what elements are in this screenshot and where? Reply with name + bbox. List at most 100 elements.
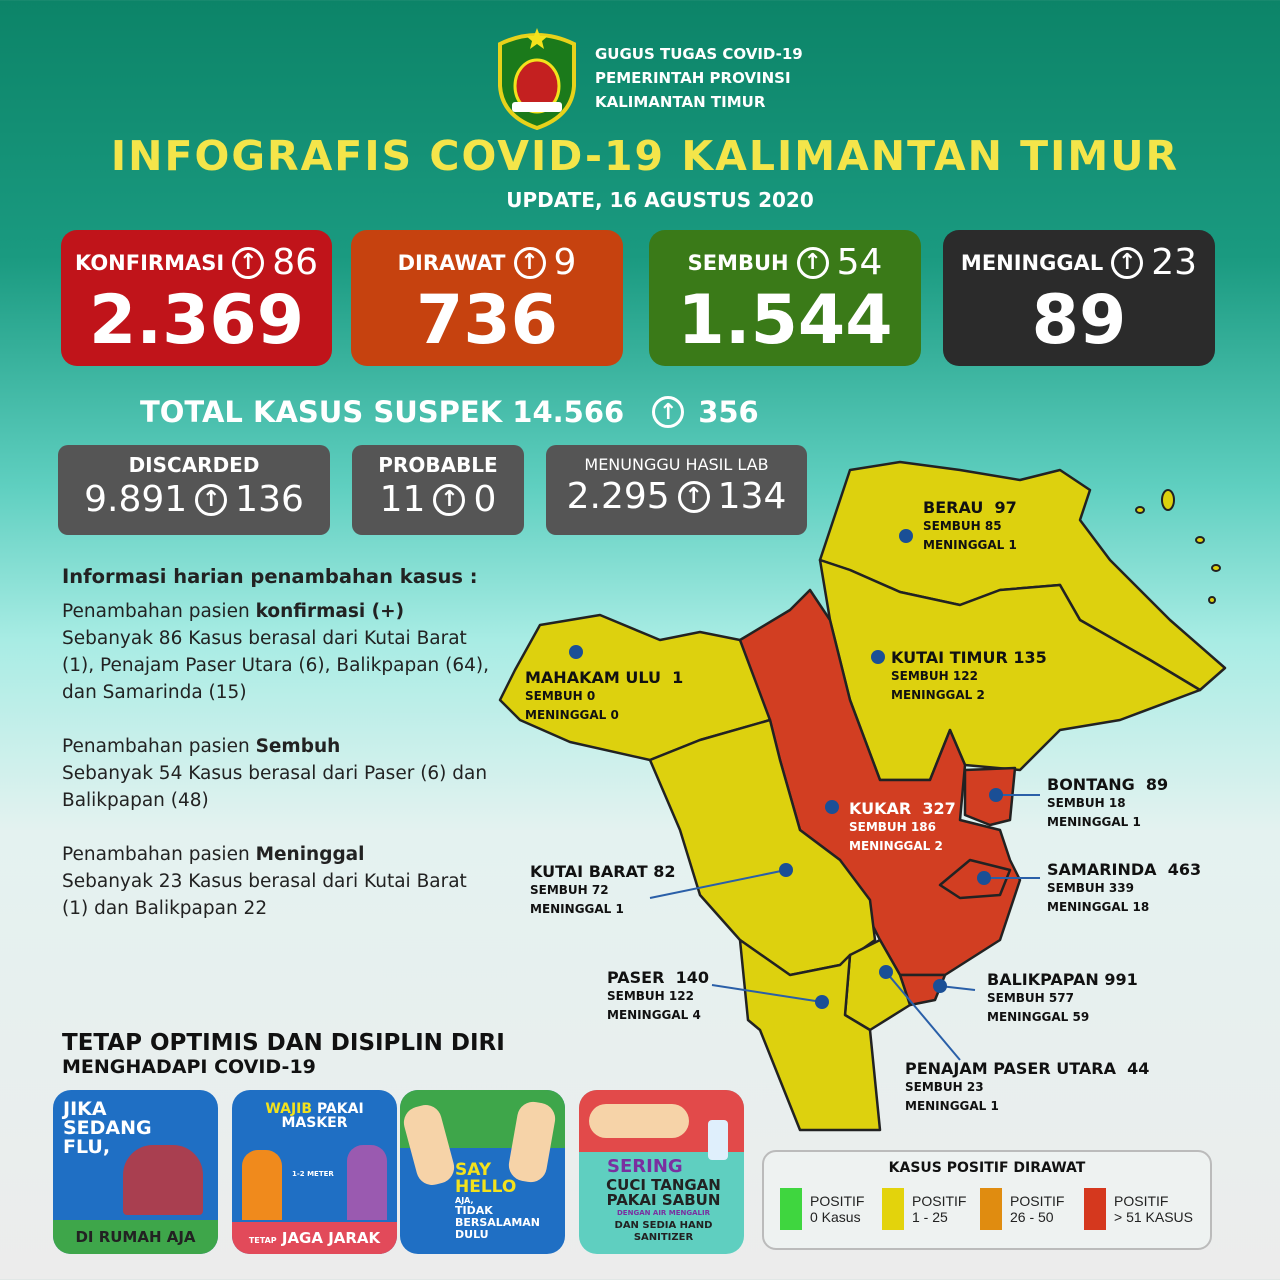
sub-stat-increase: 134 xyxy=(717,476,787,517)
update-date: UPDATE, 16 AGUSTUS 2020 xyxy=(506,188,814,212)
poster-cuci-tangan: SERING CUCI TANGAN PAKAI SABUN DENGAN AI… xyxy=(579,1090,744,1254)
poster-flu: JIKA SEDANG FLU, DI RUMAH AJA xyxy=(53,1090,218,1254)
poster-text: TIDAK BERSALAMAN DULU xyxy=(455,1204,540,1241)
org-line: PEMERINTAH PROVINSI xyxy=(595,69,791,87)
poster-text: JIKA SEDANG FLU, xyxy=(63,1098,152,1158)
provincial-logo xyxy=(498,28,576,130)
info-prefix: Penambahan pasien xyxy=(62,736,256,757)
arrow-up-icon: ↑ xyxy=(195,483,228,516)
legend-item: POSITIF 26 - 50 xyxy=(980,1188,1064,1230)
poster-text: SERING xyxy=(607,1156,683,1177)
motto-line2: MENGHADAPI COVID-19 xyxy=(62,1056,316,1078)
arrow-up-icon: ↑ xyxy=(232,246,265,279)
probable-card: PROBABLE 11 ↑ 0 xyxy=(352,445,524,535)
legend-item: POSITIF 1 - 25 xyxy=(882,1188,966,1230)
map-label-mahakam-ulu: MAHAKAM ULU 1 SEMBUH 0 MENINGGAL 0 xyxy=(525,668,684,722)
map-legend: KASUS POSITIF DIRAWAT POSITIF 0 Kasus POS… xyxy=(762,1150,1212,1250)
poster-text: SAY HELLO xyxy=(455,1160,517,1197)
poster-text: DAN SEDIA HAND SANITIZER xyxy=(614,1220,713,1243)
poster-text: PAKAI MASKER xyxy=(281,1101,364,1131)
map-label-ppu: PENAJAM PASER UTARA 44 SEMBUH 23 MENINGGAL… xyxy=(905,1059,1150,1113)
info-text: Sebanyak 23 Kasus berasal dari Kutai Bar… xyxy=(62,871,467,919)
discarded-card: DISCARDED 9.891 ↑ 136 xyxy=(58,445,330,535)
map-label-berau: BERAU 97 SEMBUH 85 MENINGGAL 1 xyxy=(923,498,1017,552)
sub-stat-label: PROBABLE xyxy=(378,453,498,477)
stat-card-sembuh: SEMBUH ↑ 54 1.544 xyxy=(649,230,921,366)
map-label-bontang: BONTANG 89 SEMBUH 18 MENINGGAL 1 xyxy=(1047,775,1169,829)
map-label-kukar: KUKAR 327 SEMBUH 186 MENINGGAL 2 xyxy=(849,799,956,853)
stat-card-dirawat: DIRAWAT ↑ 9 736 xyxy=(351,230,623,366)
stat-value: 736 xyxy=(416,281,558,360)
arrow-up-icon: ↑ xyxy=(677,480,710,513)
sub-stat-value: 2.295 xyxy=(566,476,670,517)
stat-label: MENINGGAL xyxy=(960,250,1104,275)
info-prefix: Penambahan pasien xyxy=(62,844,256,865)
poster-text: JAGA JARAK xyxy=(281,1229,381,1247)
info-bold: Meninggal xyxy=(255,844,365,865)
sub-stat-label: DISCARDED xyxy=(128,453,260,477)
poster-text: WAJIB xyxy=(265,1101,313,1117)
stat-label: KONFIRMASI xyxy=(75,250,225,275)
stat-value: 1.544 xyxy=(677,281,893,360)
arrow-up-icon: ↑ xyxy=(796,246,829,279)
info-bold: konfirmasi (+) xyxy=(255,601,405,622)
poster-text: TETAP xyxy=(248,1236,277,1245)
motto: TETAP OPTIMIS DAN DISIPLIN DIRI MENGHADA… xyxy=(62,1030,505,1078)
sub-stat-value: 9.891 xyxy=(84,479,188,520)
hands-illustration xyxy=(589,1104,689,1138)
poster-text: 1-2 METER xyxy=(292,1170,334,1178)
stat-increase: 54 xyxy=(836,242,883,283)
legend-item: POSITIF > 51 KASUS xyxy=(1084,1188,1193,1230)
stat-value: 2.369 xyxy=(88,281,305,360)
info-block: Penambahan pasien Meninggal Sebanyak 23 K… xyxy=(62,841,492,922)
arrow-up-icon: ↑ xyxy=(513,246,546,279)
arrow-up-icon: ↑ xyxy=(652,396,685,428)
info-text: Sebanyak 86 Kasus berasal dari Kutai Bar… xyxy=(62,628,490,703)
info-text: Sebanyak 54 Kasus berasal dari Paser (6)… xyxy=(62,763,488,811)
poster-text: DENGAN AIR MENGALIR xyxy=(617,1209,710,1217)
map-label-balikpapan: BALIKPAPAN 991 SEMBUH 577 MENINGGAL 59 xyxy=(987,970,1138,1024)
info-heading: Informasi harian penambahan kasus : xyxy=(62,565,478,588)
region-kutai-barat xyxy=(648,718,877,977)
info-prefix: Penambahan pasien xyxy=(62,601,256,622)
info-block: Penambahan pasien Sembuh Sebanyak 54 Kasu… xyxy=(62,733,492,814)
daily-info: Informasi harian penambahan kasus : Pena… xyxy=(62,563,492,949)
info-block: Penambahan pasien konfirmasi (+) Sebanyak… xyxy=(62,598,492,706)
legend-title: KASUS POSITIF DIRAWAT xyxy=(888,1160,1086,1176)
stat-card-konfirmasi: KONFIRMASI ↑ 86 2.369 xyxy=(61,230,332,366)
legend-item: POSITIF 0 Kasus xyxy=(780,1188,864,1230)
poster-text: DI RUMAH AJA xyxy=(53,1220,218,1254)
stat-increase: 86 xyxy=(272,242,318,283)
stat-increase: 23 xyxy=(1151,242,1198,283)
stat-card-meninggal: MENINGGAL ↑ 23 89 xyxy=(943,230,1215,366)
map-label-kutai-timur: KUTAI TIMUR 135 SEMBUH 122 MENINGGAL 2 xyxy=(891,648,1047,702)
org-line: GUGUS TUGAS COVID-19 xyxy=(595,45,803,63)
arrow-up-icon: ↑ xyxy=(1111,246,1144,279)
sub-stat-value: 11 xyxy=(379,479,426,520)
poster-text: AJA, xyxy=(455,1196,474,1205)
sub-stat-label: MENUNGGU HASIL LAB xyxy=(584,455,769,474)
organization-name: GUGUS TUGAS COVID-19 PEMERINTAH PROVINSI… xyxy=(595,42,803,114)
map-label-paser: PASER 140 SEMBUH 122 MENINGGAL 4 xyxy=(607,968,709,1022)
stat-label: DIRAWAT xyxy=(397,250,506,275)
poster-text: CUCI TANGAN PAKAI SABUN xyxy=(606,1176,721,1209)
person-illustration xyxy=(242,1150,282,1220)
info-bold: Sembuh xyxy=(255,736,341,757)
poster-say-hello: SAY HELLO AJA, TIDAK BERSALAMAN DULU xyxy=(400,1090,565,1254)
suspek-label: TOTAL KASUS SUSPEK 14.566 xyxy=(140,395,625,429)
region-paser xyxy=(738,938,882,1132)
sub-stat-increase: 0 xyxy=(473,479,497,520)
motto-line1: TETAP OPTIMIS DAN DISIPLIN DIRI xyxy=(62,1030,505,1056)
org-line: KALIMANTAN TIMUR xyxy=(595,93,766,111)
region-samarinda xyxy=(938,858,1012,900)
sanitizer-icon xyxy=(708,1120,728,1160)
suspek-total: TOTAL KASUS SUSPEK 14.566 ↑ 356 xyxy=(140,395,759,429)
map-label-kutai-barat: KUTAI BARAT 82 SEMBUH 72 MENINGGAL 1 xyxy=(530,862,676,916)
sub-stat-increase: 136 xyxy=(235,479,304,520)
map-label-samarinda: SAMARINDA 463 SEMBUH 339 MENINGGAL 18 xyxy=(1047,860,1202,914)
stat-increase: 9 xyxy=(553,242,577,283)
people-illustration xyxy=(123,1145,203,1215)
stat-value: 89 xyxy=(1031,281,1127,360)
menunggu-card: MENUNGGU HASIL LAB 2.295 ↑ 134 xyxy=(546,445,807,535)
